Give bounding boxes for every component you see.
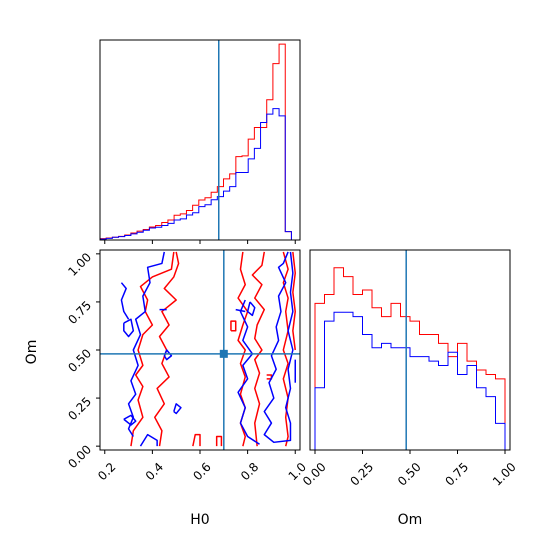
y-tick-label-om: 0.75 <box>65 298 94 327</box>
contour-line-series-2 <box>139 433 158 447</box>
x-tick-label-om: 1.00 <box>490 460 519 489</box>
x-axis-label-h0: H0 <box>190 512 209 528</box>
x-tick-label-h0: 0.8 <box>238 460 261 483</box>
contour-line-series-2 <box>263 251 294 444</box>
contour-panel-h0-om: 0.2 0.4 0.6 0.8 1.00.000.250.500.751.00 <box>65 249 309 483</box>
contour-line-series-2 <box>235 308 246 313</box>
contour-line-series-1 <box>154 251 180 447</box>
contour-line-series-1 <box>251 251 266 447</box>
histogram-panel-h0 <box>99 39 301 244</box>
histogram-series-2 <box>99 108 292 240</box>
x-tick-label-h0: 0.6 <box>190 460 213 483</box>
contour-line-series-2 <box>237 299 260 445</box>
y-axis-label-om: Om <box>24 340 40 365</box>
histogram-series-1 <box>314 267 506 450</box>
contour-line-series-2 <box>123 414 137 426</box>
y-tick-label-om: 0.00 <box>65 442 94 471</box>
x-tick-label-om: 0.25 <box>347 460 376 489</box>
y-tick-label-om: 0.50 <box>65 346 94 375</box>
x-tick-label-h0: 0.4 <box>143 460 166 483</box>
x-axis-label-om: Om <box>398 512 423 528</box>
contour-line-series-2 <box>246 301 256 317</box>
x-tick-label-h0: 0.2 <box>95 460 118 483</box>
x-tick-label-om: 0.75 <box>442 460 471 489</box>
y-tick-label-om: 0.25 <box>65 394 94 423</box>
y-tick-label-om: 1.00 <box>65 250 94 279</box>
histogram-series-2 <box>314 311 506 450</box>
contour-line-series-2 <box>127 251 166 437</box>
histogram-panel-om: 0.00 0.25 0.50 0.75 1.00 <box>300 249 519 489</box>
contour-line-series-2 <box>123 318 135 338</box>
truth-marker <box>219 349 228 358</box>
contour-line-series-2 <box>120 282 130 320</box>
contour-line-series-2 <box>173 403 182 415</box>
contour-line-series-1 <box>130 251 175 447</box>
x-tick-label-om: 0.50 <box>395 460 424 489</box>
x-tick-label-om: 0.00 <box>300 460 329 489</box>
contour-line-series-2 <box>163 349 173 361</box>
panel-frame <box>99 39 301 241</box>
contour-line-series-1 <box>282 251 289 447</box>
histogram-series-1 <box>99 43 292 240</box>
contour-line-series-1 <box>230 320 237 332</box>
contour-line-series-1 <box>292 251 296 351</box>
contour-line-series-1 <box>192 433 201 447</box>
contour-line-series-1 <box>215 435 223 447</box>
